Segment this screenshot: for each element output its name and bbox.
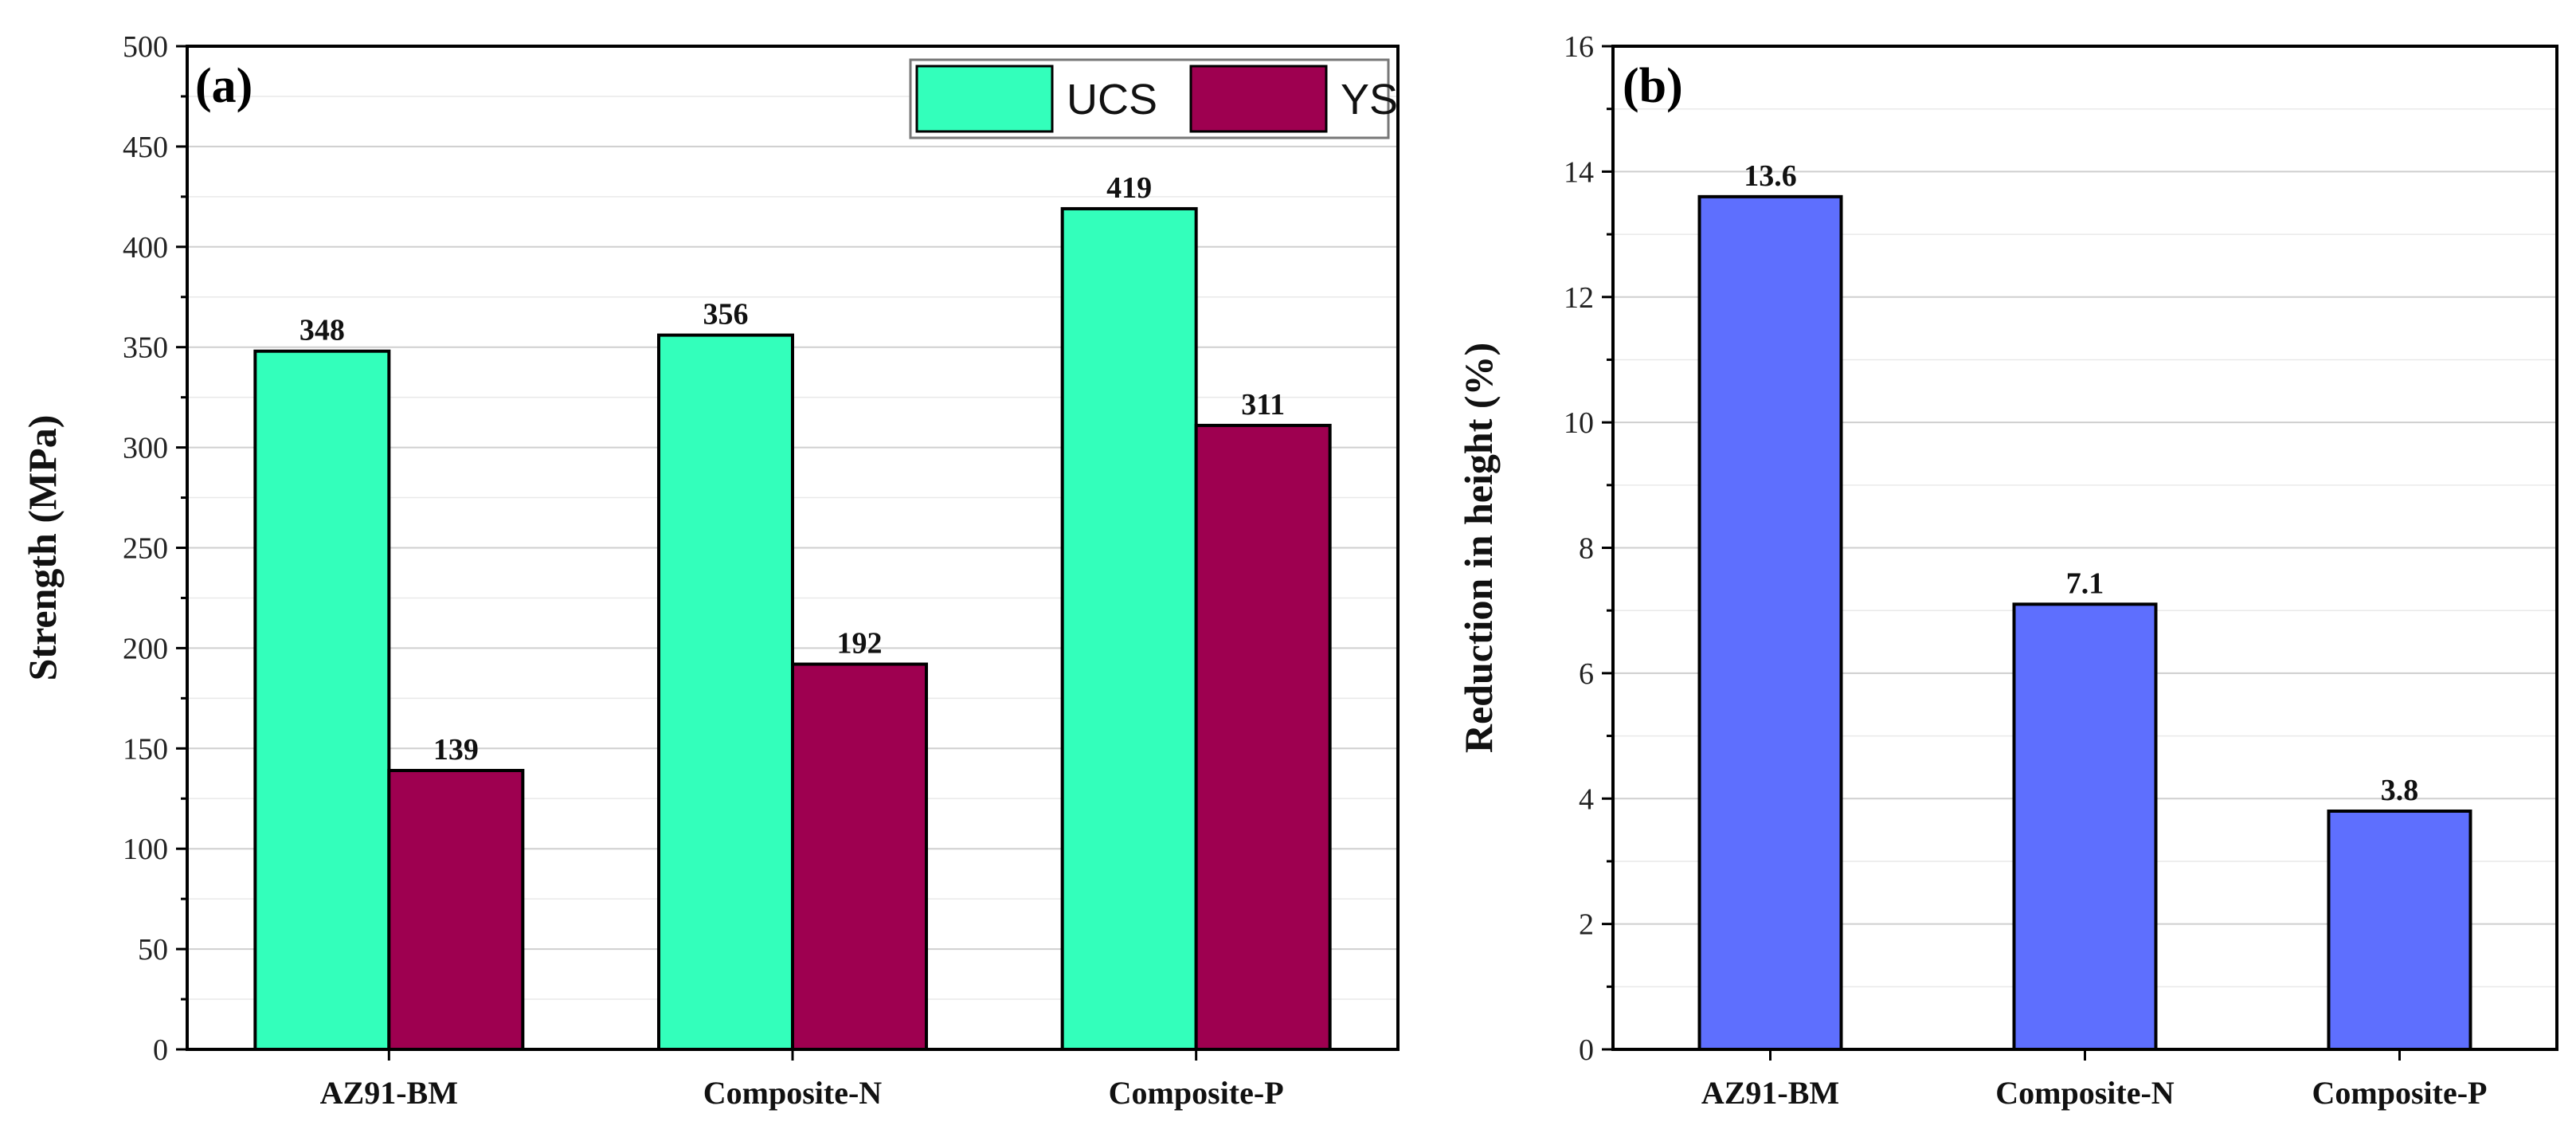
x-tick-label: AZ91-BM: [1701, 1075, 1839, 1111]
data-label: 13.6: [1744, 159, 1797, 193]
y-tick-label: 300: [123, 432, 168, 465]
chart-b-panel-label: (b): [1623, 59, 1683, 113]
y-tick-label: 350: [123, 331, 168, 365]
data-label: 419: [1106, 171, 1152, 205]
legend-label-ucs: UCS: [1067, 76, 1157, 124]
y-tick-label: 0: [1579, 1033, 1594, 1067]
y-tick-label: 4: [1579, 782, 1594, 816]
y-tick-label: 400: [123, 231, 168, 265]
chart-b-xtick-labels: AZ91-BM Composite-N Composite-P: [1701, 1075, 2488, 1111]
bar-reduction-in-height-composite-n: [2012, 602, 2158, 1051]
y-tick-label: 0: [153, 1033, 168, 1067]
chart-b-reduction-in-height: 13.6 7.1 3.8 0 2 4 6 8 10 12 14 16 AZ91-BM Composit…: [1456, 30, 2558, 1111]
y-tick-label: 450: [123, 131, 168, 164]
bar-ucs-az91-bm: [253, 349, 391, 1051]
legend-label-ys: YS: [1341, 76, 1398, 124]
chart-b-y-axis-title: Reduction in height (%): [1456, 343, 1501, 753]
y-tick-label: 500: [123, 30, 168, 64]
y-tick-label: 250: [123, 532, 168, 566]
bar-ys-az91-bm: [387, 768, 525, 1051]
data-label: 311: [1241, 388, 1285, 422]
chart-a-ytick-labels: 0 50 100 150 200 250 300 350 400 450 500: [123, 30, 168, 1067]
chart-a-data-labels: 348 139 356 192 419 311: [299, 171, 1285, 767]
data-label: 139: [433, 733, 479, 767]
chart-b-ytick-labels: 0 2 4 6 8 10 12 14 16: [1564, 30, 1594, 1067]
y-tick-label: 16: [1564, 30, 1594, 64]
data-label: 7.1: [2066, 567, 2104, 600]
x-tick-label: Composite-N: [1995, 1075, 2175, 1111]
y-tick-label: 8: [1579, 532, 1594, 566]
data-label: 356: [703, 298, 749, 331]
chart-a-bars: [253, 206, 1332, 1052]
y-tick-label: 100: [123, 833, 168, 866]
chart-a-ticks: [176, 45, 1198, 1061]
chart-a-legend: UCS YS: [909, 58, 1398, 139]
y-tick-label: 2: [1579, 908, 1594, 942]
y-tick-label: 150: [123, 732, 168, 766]
legend-swatch-ys: [1189, 65, 1328, 133]
chart-a-panel-label: (a): [195, 59, 253, 113]
bar-reduction-in-height-az91-bm: [1697, 194, 1843, 1052]
chart-b-bars: [1697, 194, 2472, 1052]
bar-ys-composite-n: [791, 662, 928, 1051]
y-tick-label: 6: [1579, 657, 1594, 691]
y-tick-label: 50: [138, 933, 168, 967]
bar-ucs-composite-p: [1060, 206, 1198, 1051]
y-tick-label: 200: [123, 632, 168, 665]
data-label: 3.8: [2381, 774, 2419, 807]
data-label: 348: [299, 314, 345, 347]
bar-ys-composite-p: [1194, 423, 1332, 1051]
x-tick-label: Composite-P: [2312, 1075, 2488, 1111]
x-tick-label: Composite-P: [1109, 1075, 1284, 1111]
x-tick-label: AZ91-BM: [320, 1075, 458, 1111]
bar-ucs-composite-n: [657, 333, 794, 1052]
chart-a-y-axis-title: Strength (MPa): [20, 415, 65, 681]
y-tick-label: 14: [1564, 155, 1594, 189]
bar-reduction-in-height-composite-p: [2327, 809, 2472, 1051]
y-tick-label: 12: [1564, 281, 1594, 315]
chart-b-data-labels: 13.6 7.1 3.8: [1744, 159, 2418, 807]
data-label: 192: [837, 627, 883, 661]
legend-swatch-ucs: [915, 65, 1054, 133]
y-tick-label: 10: [1564, 406, 1594, 440]
chart-a-strength: 348 139 356 192 419 311 0 50 100 150 200 250 300 350…: [20, 30, 1400, 1111]
chart-a-xtick-labels: AZ91-BM Composite-N Composite-P: [320, 1075, 1284, 1111]
chart-b-ticks: [1602, 45, 2401, 1061]
x-tick-label: Composite-N: [703, 1075, 883, 1111]
